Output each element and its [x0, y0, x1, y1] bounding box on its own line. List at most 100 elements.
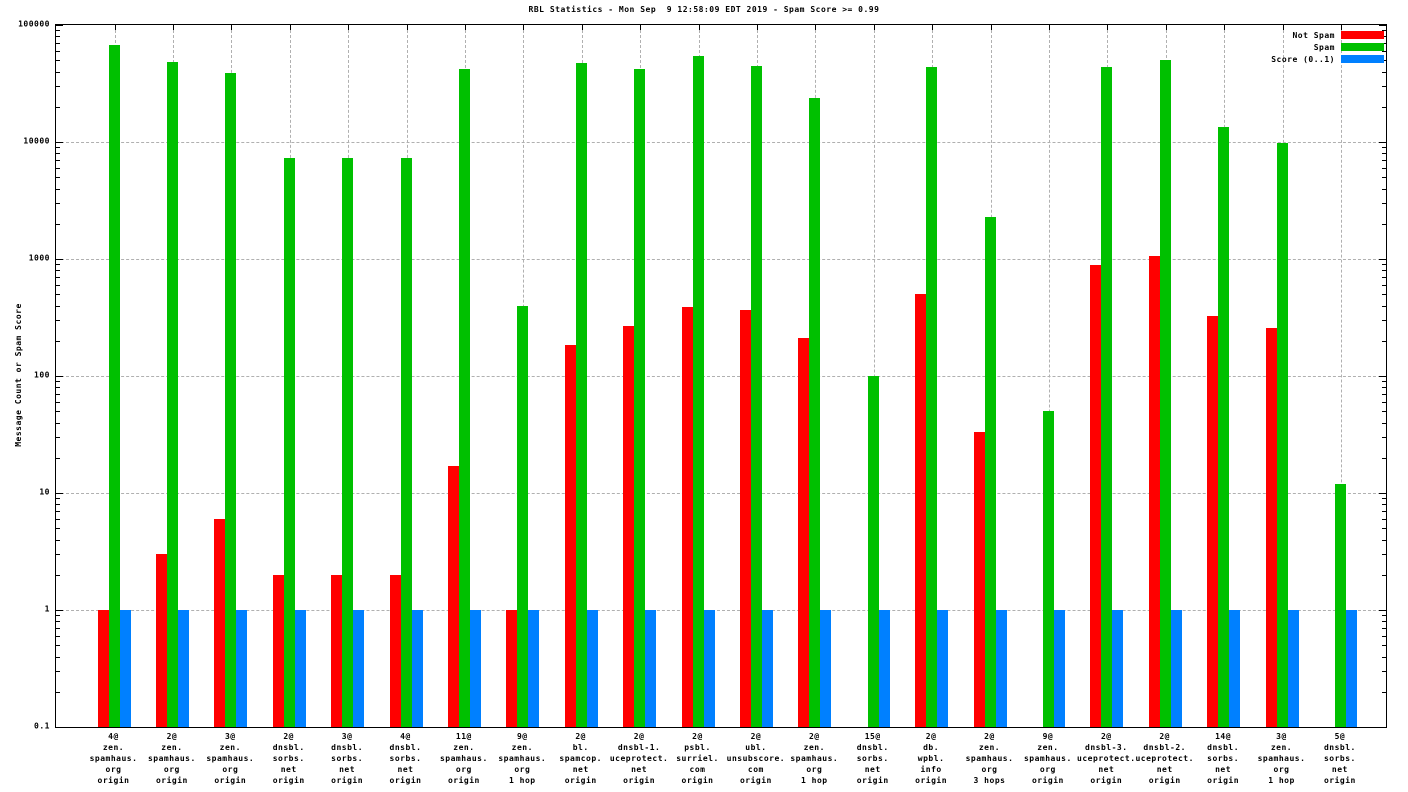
y-axis-major-tick — [1379, 376, 1386, 377]
bar-score-0-1 — [703, 610, 715, 727]
y-axis-minor-tick — [1382, 177, 1386, 179]
y-axis-minor-tick — [1382, 528, 1386, 530]
y-axis-minor-tick — [1382, 504, 1386, 506]
x-axis-tick — [406, 25, 408, 30]
y-axis-minor-tick — [56, 504, 60, 506]
y-axis-minor-tick — [56, 60, 60, 62]
bar-not-spam — [97, 610, 109, 727]
y-axis-tick-label: 0.1 — [34, 721, 50, 731]
y-axis-minor-tick — [56, 106, 60, 108]
y-axis-minor-tick — [1382, 422, 1386, 424]
y-axis-major-tick — [56, 376, 63, 377]
y-axis-major-tick — [56, 610, 63, 611]
y-axis-minor-tick — [56, 30, 60, 32]
y-axis-minor-tick — [1382, 574, 1386, 576]
x-axis-category-label: 2@ ubl. unsubscore. com origin — [726, 732, 786, 785]
y-axis-minor-tick — [1382, 43, 1386, 45]
gridline-horizontal — [56, 610, 1386, 611]
y-axis-minor-tick — [56, 645, 60, 647]
y-axis-minor-tick — [1382, 71, 1386, 73]
y-axis-minor-tick — [56, 277, 60, 279]
bar-not-spam — [155, 554, 167, 727]
bar-not-spam — [447, 466, 459, 727]
y-axis-minor-tick — [1382, 635, 1386, 637]
bar-not-spam — [915, 294, 927, 727]
y-axis-minor-tick — [56, 320, 60, 322]
y-axis-major-tick — [56, 259, 63, 260]
bar-score-0-1 — [1287, 610, 1299, 727]
gridline-horizontal — [56, 376, 1386, 377]
y-axis-minor-tick — [56, 223, 60, 225]
bar-spam — [926, 66, 938, 727]
x-axis-tick — [698, 25, 700, 30]
x-axis-tick — [1340, 25, 1342, 30]
plot-area — [55, 24, 1387, 728]
bar-score-0-1 — [528, 610, 540, 727]
x-axis-category-label: 2@ dnsbl-3. uceprotect. net origin — [1077, 732, 1136, 785]
bar-spam — [867, 376, 879, 727]
bar-not-spam — [1148, 256, 1160, 727]
bar-score-0-1 — [294, 610, 306, 727]
bar-spam — [1159, 60, 1171, 727]
x-axis-category-label: 9@ zen. spamhaus. org origin — [1023, 732, 1072, 785]
y-axis-minor-tick — [56, 147, 60, 149]
gridline-vertical — [1048, 25, 1050, 727]
legend-label: Spam — [1313, 42, 1335, 52]
y-axis-minor-tick — [1382, 518, 1386, 520]
gridline-vertical — [1340, 25, 1342, 727]
y-axis-minor-tick — [56, 71, 60, 73]
y-axis-minor-tick — [56, 50, 60, 52]
bar-spam — [692, 56, 704, 727]
bar-score-0-1 — [177, 610, 189, 727]
x-axis-category-label: 4@ dnsbl. sorbs. net origin — [389, 732, 422, 785]
y-axis-minor-tick — [56, 457, 60, 459]
y-axis-minor-tick — [1382, 147, 1386, 149]
bar-spam — [458, 69, 470, 727]
y-axis-minor-tick — [1382, 539, 1386, 541]
y-axis-tick-label: 1000 — [28, 253, 50, 263]
y-axis-minor-tick — [56, 381, 60, 383]
y-axis-major-tick — [56, 25, 63, 26]
y-axis-minor-tick — [56, 656, 60, 658]
y-axis-minor-tick — [56, 160, 60, 162]
y-axis-minor-tick — [56, 554, 60, 556]
y-axis-minor-tick — [1382, 86, 1386, 88]
y-axis-minor-tick — [56, 284, 60, 286]
y-axis-tick-label: 100000 — [18, 19, 50, 29]
bar-score-0-1 — [937, 610, 949, 727]
bar-score-0-1 — [353, 610, 365, 727]
y-axis-minor-tick — [1382, 277, 1386, 279]
y-axis-minor-tick — [1382, 50, 1386, 52]
x-axis-category-label: 14@ dnsbl. sorbs. net origin — [1207, 732, 1240, 785]
x-axis-category-label: 11@ zen. spamhaus. org origin — [439, 732, 488, 785]
x-axis-tick — [581, 25, 583, 30]
y-axis-tick-label: 1 — [44, 604, 50, 614]
y-axis-minor-tick — [56, 270, 60, 272]
x-axis-category-label: 3@ zen. spamhaus. org 1 hop — [1257, 732, 1306, 785]
y-axis-minor-tick — [56, 411, 60, 413]
y-axis-major-tick — [56, 142, 63, 143]
y-axis-minor-tick — [56, 518, 60, 520]
y-axis-minor-tick — [1382, 554, 1386, 556]
bar-score-0-1 — [586, 610, 598, 727]
x-axis-category-label: 2@ zen. spamhaus. org 1 hop — [790, 732, 839, 785]
x-axis-tick — [815, 25, 817, 30]
x-axis-category-label: 2@ bl. spamcop. net origin — [559, 732, 602, 785]
x-axis-category-label: 9@ zen. spamhaus. org 1 hop — [498, 732, 547, 785]
x-axis-tick — [1224, 25, 1226, 30]
bar-not-spam — [272, 574, 284, 727]
y-axis-minor-tick — [56, 36, 60, 38]
y-axis-minor-tick — [1382, 106, 1386, 108]
y-axis-minor-tick — [1382, 498, 1386, 500]
bar-not-spam — [973, 432, 985, 727]
y-axis-major-tick — [1379, 727, 1386, 728]
legend-swatch — [1341, 31, 1384, 39]
legend: Not Spam Spam Score (0..1) — [1271, 29, 1384, 65]
bar-score-0-1 — [1229, 610, 1241, 727]
y-axis-minor-tick — [1382, 305, 1386, 307]
bar-not-spam — [389, 574, 401, 727]
bar-score-0-1 — [995, 610, 1007, 727]
y-axis-minor-tick — [56, 511, 60, 513]
legend-entry: Score (0..1) — [1271, 53, 1384, 65]
bar-spam — [1334, 483, 1346, 727]
